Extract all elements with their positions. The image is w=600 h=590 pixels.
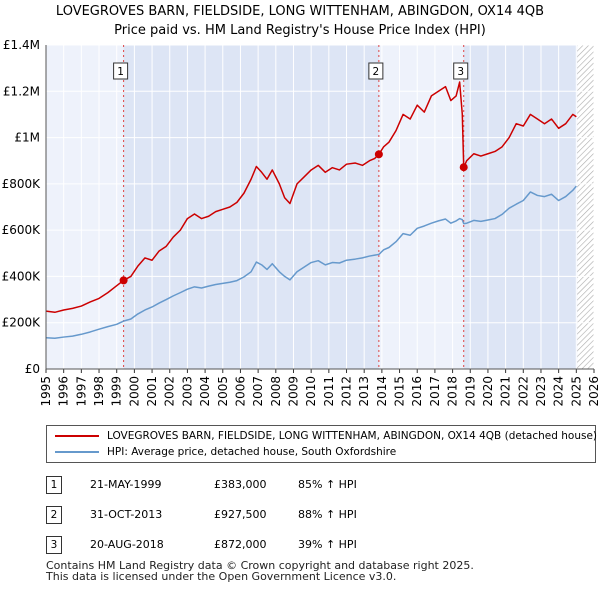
transaction-point: [459, 163, 468, 172]
legend: LOVEGROVES BARN, FIELDSIDE, LONG WITTENH…: [46, 425, 598, 463]
x-tick-label: 2011: [322, 376, 336, 407]
x-tick-label: 2007: [251, 376, 265, 407]
price-chart: 1 2 3 £0 £200K £400K £600K £800K £1M £1.2M £1.4M 19…: [2, 38, 600, 407]
y-tick-label: £0: [25, 362, 40, 376]
transaction-price: £872,000: [214, 538, 267, 551]
transaction-marker-box: [368, 62, 384, 80]
series-line-property: [45, 81, 577, 314]
x-tick-label: 2012: [340, 376, 354, 407]
x-tick-label: 2010: [304, 376, 318, 407]
transaction-marker-label: 1: [117, 66, 124, 78]
x-tick-label: 1995: [39, 376, 53, 407]
transaction-number: 3: [46, 536, 62, 554]
y-tick-label: £200K: [2, 316, 42, 330]
transaction-hpi: 39% ↑ HPI: [298, 538, 357, 551]
x-tick-label: 2009: [286, 376, 300, 407]
x-tick-label: 1996: [57, 376, 71, 407]
table-row: 3 20-AUG-2018 £872,000 39% ↑ HPI: [46, 536, 446, 556]
transaction-date: 31-OCT-2013: [90, 508, 163, 521]
transaction-marker-label: 3: [457, 66, 464, 78]
x-tick-label: 2013: [357, 376, 371, 407]
chart-title-block: LOVEGROVES BARN, FIELDSIDE, LONG WITTENH…: [0, 2, 600, 40]
x-tick-label: 1999: [110, 376, 124, 407]
x-tick-label: 2020: [481, 376, 495, 407]
chart-title: LOVEGROVES BARN, FIELDSIDE, LONG WITTENH…: [55, 4, 545, 19]
x-tick-label: 2024: [552, 376, 566, 407]
x-tick-label: 2015: [393, 376, 407, 407]
legend-line-property: [55, 435, 99, 437]
table-row: 2 31-OCT-2013 £927,500 88% ↑ HPI: [46, 506, 446, 526]
x-tick-label: 2021: [499, 376, 513, 407]
x-tick-label: 2004: [198, 376, 212, 407]
y-tick-label: £800K: [2, 177, 42, 191]
x-tick-label: 2026: [587, 376, 600, 407]
transaction-number: 2: [46, 506, 62, 524]
transaction-hpi: 85% ↑ HPI: [298, 478, 357, 491]
transaction-hpi: 88% ↑ HPI: [298, 508, 357, 521]
x-tick-label: 2018: [446, 376, 460, 407]
y-tick-label: £600K: [2, 223, 42, 237]
shade-region: [123, 45, 379, 369]
y-tick-label: £1.4M: [3, 38, 40, 52]
x-tick-label: 2002: [163, 376, 177, 407]
footer: Contains HM Land Registry data © Crown c…: [46, 560, 474, 582]
shade-region: [463, 45, 578, 369]
transaction-point: [374, 150, 383, 159]
transaction-marker-box: [453, 62, 469, 80]
y-tick-label: £1M: [14, 131, 40, 145]
legend-line-hpi: [55, 451, 99, 453]
footer-licence: This data is licensed under the Open Gov…: [46, 570, 397, 583]
transaction-price: £383,000: [214, 478, 267, 491]
x-tick-label: 2000: [127, 376, 141, 407]
x-tick-label: 2005: [216, 376, 230, 407]
future-hatch: [577, 45, 594, 369]
series-line-hpi: [45, 185, 577, 339]
footer-copyright: Contains HM Land Registry data © Crown c…: [46, 559, 474, 572]
x-tick-label: 2019: [463, 376, 477, 407]
x-tick-label: 2003: [180, 376, 194, 407]
transaction-marker-box: [113, 62, 129, 80]
x-tick-label: 2025: [569, 376, 583, 407]
x-tick-label: 2001: [145, 376, 159, 407]
transaction-point: [119, 276, 128, 285]
x-tick-label: 2014: [375, 376, 389, 407]
transaction-date: 21-MAY-1999: [90, 478, 162, 491]
transaction-marker-label: 2: [373, 66, 380, 78]
transaction-number: 1: [46, 476, 62, 494]
table-row: 1 21-MAY-1999 £383,000 85% ↑ HPI: [46, 476, 446, 496]
x-tick-label: 2023: [534, 376, 548, 407]
transaction-date: 20-AUG-2018: [90, 538, 164, 551]
y-tick-label: £400K: [2, 269, 42, 283]
x-tick-label: 2006: [233, 376, 247, 407]
x-tick-label: 2017: [428, 376, 442, 407]
legend-label-hpi: HPI: Average price, detached house, Sout…: [107, 446, 397, 458]
chart-subtitle: Price paid vs. HM Land Registry's House …: [114, 23, 486, 38]
x-tick-label: 1998: [92, 376, 106, 407]
x-tick-label: 1997: [74, 376, 88, 407]
x-tick-label: 2016: [410, 376, 424, 407]
transaction-price: £927,500: [214, 508, 267, 521]
x-tick-label: 2008: [269, 376, 283, 407]
x-tick-label: 2022: [516, 376, 530, 407]
y-tick-label: £1.2M: [3, 84, 40, 98]
legend-label-property: LOVEGROVES BARN, FIELDSIDE, LONG WITTENH…: [107, 430, 598, 442]
